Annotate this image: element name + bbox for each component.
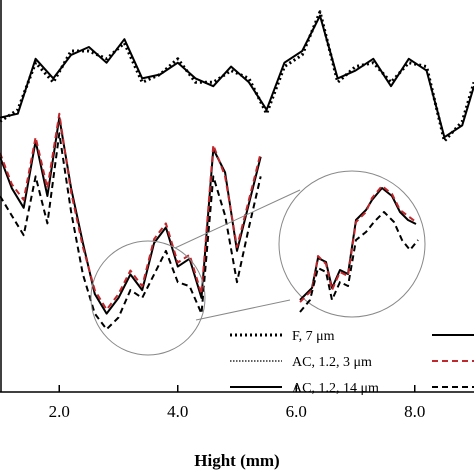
zoom-detail-circle (278, 170, 426, 318)
series-line-4 (0, 112, 262, 311)
zoom-source-circle (90, 240, 206, 356)
x-tick-label: 4.0 (167, 402, 188, 421)
x-tick-label: 2.0 (49, 402, 70, 421)
legend-label: F, 7 μm (292, 329, 335, 344)
magnifier-inset (90, 170, 426, 356)
axes-layer (0, 0, 474, 393)
zoom-connector-bottom (195, 299, 291, 321)
zoom-connector-top (174, 189, 301, 249)
zoom-detail-line-3 (299, 211, 419, 313)
zoom-detail-line-2 (299, 185, 417, 303)
series-layer (0, 10, 474, 331)
x-tick-labels: 2.0 4.0 6.0 8.0 (49, 385, 425, 421)
series-line-2 (0, 10, 474, 143)
x-tick-label: 6.0 (286, 402, 307, 421)
series-line-3 (0, 116, 262, 315)
series-line-1 (0, 14, 474, 139)
zoom-detail-line-1 (299, 187, 417, 301)
legend-label: AC, 1.2, 3 μm (292, 355, 372, 370)
series-line-5 (0, 132, 262, 331)
x-tick-label: 8.0 (404, 402, 425, 421)
legend: F, 7 μm AC, 1.2, 3 μm AC, 1.2, 14 μm (230, 329, 474, 396)
legend-label: AC, 1.2, 14 μm (292, 381, 379, 396)
x-axis-title: Hight (mm) (194, 451, 279, 470)
